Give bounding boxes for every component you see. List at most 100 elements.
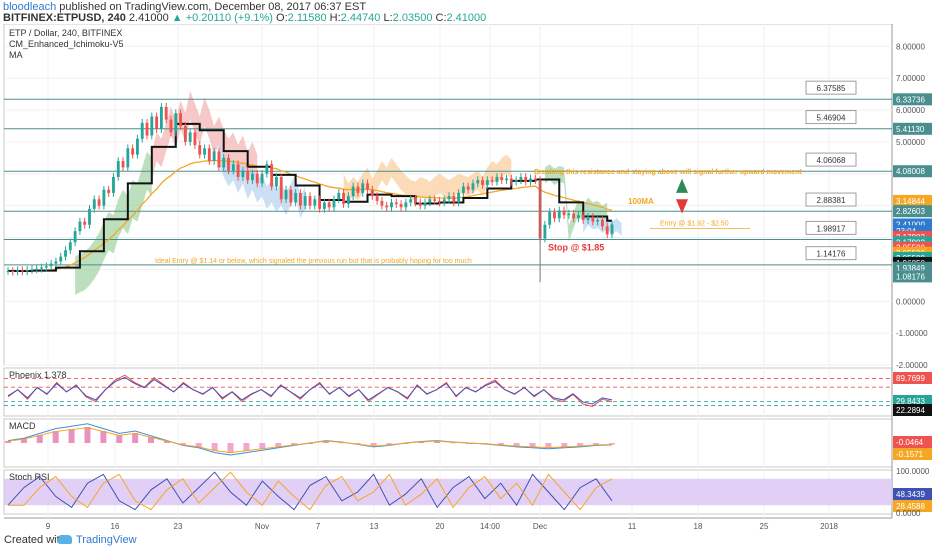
x-tick-label: 7	[316, 522, 321, 530]
candle-body	[476, 180, 480, 184]
candle-body	[385, 205, 389, 208]
candle-body	[107, 189, 111, 193]
candle-body	[318, 199, 322, 209]
candle-body	[207, 148, 211, 162]
candle-body	[543, 224, 547, 239]
candle-body	[227, 157, 230, 171]
chart-canvas[interactable]: 8.000007.000006.000005.000004.000003.000…	[0, 24, 932, 530]
macd-title: MACD	[9, 421, 36, 431]
macd-histogram-bar	[52, 431, 59, 443]
macd-histogram-bar	[132, 433, 139, 443]
candle-body	[500, 176, 504, 181]
phoenix-tag-text: 22.2894	[896, 406, 925, 415]
candle-body	[370, 189, 374, 197]
candle-body	[88, 208, 91, 225]
candle-body	[20, 270, 24, 272]
macd-histogram-bar	[529, 443, 536, 447]
candle-body	[16, 270, 20, 272]
candle-body	[577, 215, 580, 219]
candle-body	[169, 119, 173, 133]
candle-body	[92, 199, 96, 209]
stoch-rsi-title: Stoch RSI	[9, 472, 50, 482]
level-callout-text: 5.46904	[817, 114, 846, 123]
candle-body	[495, 176, 499, 182]
candle-body	[25, 270, 29, 272]
publish-line: bloodleach published on TradingView.com,…	[3, 1, 366, 13]
tradingview-brand-link[interactable]: TradingView	[76, 534, 137, 546]
candle-body	[164, 106, 168, 120]
candle-body	[524, 176, 528, 182]
candle-body	[414, 199, 417, 203]
price-tag-text: 2.41000	[896, 220, 925, 229]
candle-body	[452, 196, 456, 203]
candle-body	[322, 202, 326, 209]
candle-body	[183, 125, 187, 142]
candle-body	[78, 221, 82, 232]
macd-histogram-bar	[386, 443, 393, 445]
macd-histogram-bar	[497, 443, 504, 445]
level-callout-text: 1.14176	[817, 250, 846, 259]
candle-body	[586, 216, 590, 220]
x-tick-label: 18	[694, 522, 703, 530]
candle-body	[409, 199, 413, 203]
candle-body	[509, 178, 513, 182]
up-arrow-icon	[676, 178, 688, 193]
macd-histogram-bar	[259, 443, 266, 449]
phoenix-line-blue	[7, 376, 613, 405]
candle-body	[236, 164, 240, 177]
high-value: 2.44740	[340, 12, 381, 24]
candle-body	[30, 269, 34, 271]
level-callout-text: 2.88381	[817, 196, 846, 205]
candle-body	[308, 196, 312, 206]
candle-body	[433, 199, 437, 201]
candle-body	[505, 178, 508, 181]
level-callout-box	[805, 110, 857, 125]
macd-signal-line	[7, 427, 613, 454]
x-tick-label: 25	[760, 522, 769, 530]
macd-histogram-bar	[291, 443, 298, 445]
published-text: published on TradingView.com, December 0…	[59, 1, 367, 13]
price-tag-box	[893, 165, 932, 178]
phoenix-title: Phoenix 1.378	[9, 370, 67, 380]
candle-body	[255, 173, 259, 184]
resistance-annotation: Breaking this resistance and staying abo…	[534, 169, 802, 176]
candle-body	[346, 196, 350, 205]
macd-histogram-bar	[354, 443, 361, 445]
candle-body	[581, 215, 585, 220]
candle-body	[246, 170, 250, 181]
candle-body	[289, 189, 293, 203]
y-tick-label: 5.00000	[896, 138, 925, 147]
macd-tag-text: -0.0464	[896, 438, 924, 447]
candle-body	[390, 202, 393, 208]
macd-histogram-bar	[609, 443, 615, 445]
candle-body	[73, 231, 77, 243]
candle-body	[553, 212, 556, 219]
candle-body	[35, 268, 39, 270]
stoch-rsi-tag-text: 48.3439	[896, 490, 925, 499]
entry-annotation: Entry @ $1.92 - $2.50	[660, 220, 729, 227]
stop-annotation: Stop @ $1.85	[548, 242, 604, 252]
author-link[interactable]: bloodleach	[3, 1, 57, 13]
candle-body	[97, 199, 101, 206]
stoch-rsi-d-line	[8, 471, 613, 511]
candle-body	[404, 202, 408, 208]
y-tick-label: 0.00000	[896, 297, 925, 306]
candle-body	[126, 148, 130, 168]
candle-body	[461, 186, 465, 193]
price-tag-box	[893, 122, 932, 135]
candle-body	[471, 183, 475, 190]
price-tag-text: 2.82603	[896, 207, 925, 216]
candle-body	[49, 263, 53, 267]
chart-header: bloodleach published on TradingView.com,…	[0, 0, 932, 24]
candle-body	[193, 132, 197, 146]
macd-histogram-bar	[100, 431, 107, 443]
candle-body	[260, 173, 264, 184]
candle-body	[327, 202, 331, 208]
candle-body	[313, 199, 317, 206]
price-tag-text: 1.08176	[896, 272, 925, 281]
phoenix-pane	[3, 367, 893, 417]
macd-histogram-bar	[20, 439, 27, 443]
macd-histogram-bar	[84, 427, 91, 443]
candle-body	[490, 180, 494, 182]
level-callout-text: 1.98917	[817, 224, 846, 233]
